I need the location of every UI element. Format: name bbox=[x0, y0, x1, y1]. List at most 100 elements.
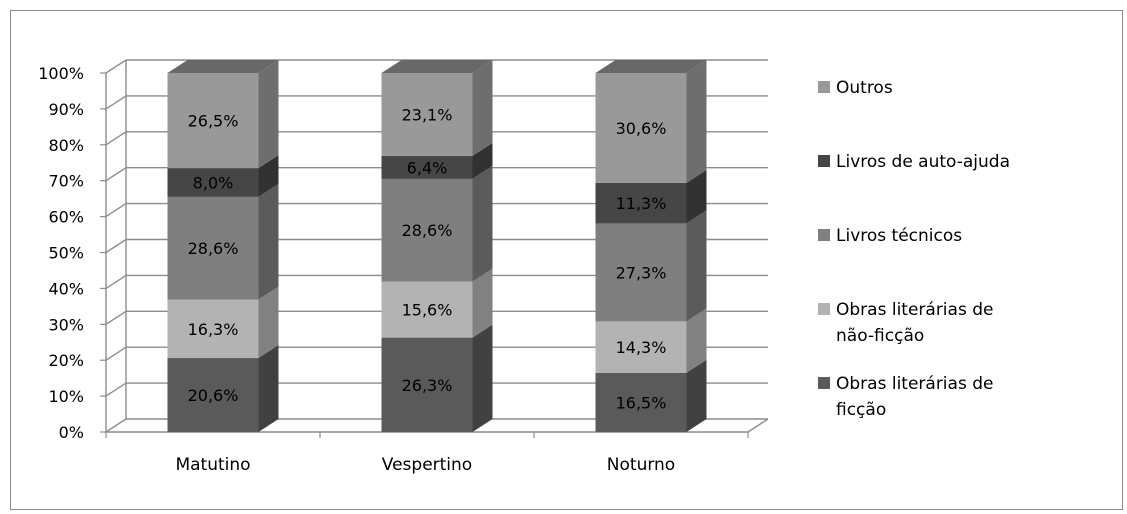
data-label: 27,3% bbox=[616, 263, 667, 282]
bar-side bbox=[258, 183, 279, 300]
y-tick-label: 50% bbox=[48, 244, 84, 263]
bar-side bbox=[686, 308, 707, 373]
gridline-depth bbox=[105, 203, 127, 218]
y-tick-label: 30% bbox=[48, 315, 84, 334]
data-label: 15,6% bbox=[402, 301, 453, 320]
gridline-depth bbox=[105, 59, 127, 74]
bar-side bbox=[472, 268, 493, 338]
data-label: 8,0% bbox=[193, 173, 234, 192]
bar-side bbox=[686, 210, 707, 322]
legend-item: Obras literárias de não-ficção bbox=[818, 300, 993, 346]
gridline-depth bbox=[105, 238, 127, 254]
bar-side bbox=[472, 142, 493, 179]
x-category-label: Vespertino bbox=[382, 455, 472, 475]
data-label: 16,3% bbox=[188, 320, 239, 339]
bar-top bbox=[167, 60, 279, 73]
bar-segment bbox=[595, 308, 707, 373]
y-tick-label: 100% bbox=[38, 64, 84, 83]
bar-side bbox=[472, 60, 493, 156]
legend-swatch bbox=[818, 303, 830, 315]
bar-top bbox=[381, 60, 493, 73]
gridline-depth bbox=[105, 167, 127, 182]
data-label: 26,3% bbox=[402, 376, 453, 395]
bar-front bbox=[167, 196, 259, 300]
y-tick-label: 70% bbox=[48, 172, 84, 191]
y-tick-label: 10% bbox=[48, 387, 84, 406]
data-label: 23,1% bbox=[402, 105, 453, 124]
bar-front bbox=[595, 223, 687, 322]
floor-edge bbox=[747, 418, 769, 433]
y-tick-label: 0% bbox=[59, 423, 84, 442]
gridline-depth bbox=[105, 131, 127, 146]
bar-side bbox=[258, 286, 279, 359]
gridline-depth bbox=[105, 95, 127, 110]
bar-front bbox=[595, 321, 687, 373]
bar-side bbox=[472, 165, 493, 282]
bar-segment bbox=[167, 60, 279, 169]
bar-segment bbox=[167, 345, 279, 432]
bar-segment bbox=[381, 324, 493, 432]
axes: 0% 10% 20% 30% 40% 50% 60% 70% 80% 90% 100% Matutin… bbox=[38, 60, 769, 475]
bar-segment bbox=[595, 60, 707, 183]
legend-item: Livros técnicos bbox=[818, 226, 962, 246]
data-label: 28,6% bbox=[188, 239, 239, 258]
bar-front bbox=[595, 182, 687, 224]
data-label: 16,5% bbox=[616, 393, 667, 412]
bar-side bbox=[258, 155, 279, 197]
legend-label: não-ficção bbox=[836, 326, 924, 346]
legend-label: Obras literárias de bbox=[836, 300, 993, 320]
gridline-depth bbox=[105, 274, 127, 289]
gridline-depth bbox=[105, 346, 127, 361]
bar-side bbox=[686, 359, 707, 432]
data-label: 14,3% bbox=[616, 338, 667, 357]
bar-front bbox=[381, 281, 473, 338]
bar-front bbox=[381, 155, 473, 179]
legend-item: Livros de auto-ajuda bbox=[818, 152, 1010, 172]
legend-label: ficção bbox=[836, 400, 886, 420]
bar-segment bbox=[381, 142, 493, 179]
data-labels: 20,6% 16,3% 28,6% 8,0% 26,5% 26,3% 15,6% 28,6% 6… bbox=[188, 105, 667, 412]
legend: Outros Livros de auto-ajuda Livros técnico… bbox=[818, 78, 1010, 420]
bar-front bbox=[167, 168, 259, 197]
bar-segment bbox=[381, 60, 493, 156]
y-tick-label: 80% bbox=[48, 136, 84, 155]
gridline-depth bbox=[105, 382, 127, 397]
bar-segment bbox=[381, 268, 493, 338]
x-category-label: Noturno bbox=[607, 455, 675, 475]
bar-front bbox=[381, 337, 473, 432]
y-tick-label: 20% bbox=[48, 351, 84, 370]
y-tick-label: 40% bbox=[48, 279, 84, 298]
bar-front bbox=[381, 178, 473, 282]
gridline-depth bbox=[105, 418, 127, 433]
bar-side bbox=[258, 60, 279, 169]
bar-front bbox=[167, 358, 259, 432]
y-tick-label: 90% bbox=[48, 100, 84, 119]
bar-segment bbox=[595, 169, 707, 224]
data-label: 6,4% bbox=[407, 158, 448, 177]
bar-front bbox=[167, 299, 259, 359]
data-label: 28,6% bbox=[402, 221, 453, 240]
bar-segment bbox=[381, 165, 493, 282]
y-tick-label: 60% bbox=[48, 208, 84, 227]
legend-label: Obras literárias de bbox=[836, 374, 993, 394]
bar-segment bbox=[167, 286, 279, 359]
bar-side bbox=[686, 60, 707, 183]
bar-front bbox=[167, 73, 259, 169]
bar-front bbox=[381, 73, 473, 156]
bar-segment bbox=[167, 183, 279, 300]
x-category-label: Matutino bbox=[175, 455, 250, 475]
legend-label: Livros técnicos bbox=[836, 226, 962, 246]
gridline-depth bbox=[105, 310, 127, 325]
legend-label: Livros de auto-ajuda bbox=[836, 152, 1010, 172]
bar-segment bbox=[167, 155, 279, 197]
legend-item: Obras literárias de ficção bbox=[818, 374, 993, 420]
legend-swatch bbox=[818, 155, 830, 167]
bar-segment bbox=[595, 210, 707, 322]
bar-side bbox=[258, 345, 279, 432]
bar-front bbox=[595, 372, 687, 432]
legend-swatch bbox=[818, 81, 830, 93]
legend-swatch bbox=[818, 229, 830, 241]
legend-item: Outros bbox=[818, 78, 893, 98]
bar-front bbox=[595, 73, 687, 183]
